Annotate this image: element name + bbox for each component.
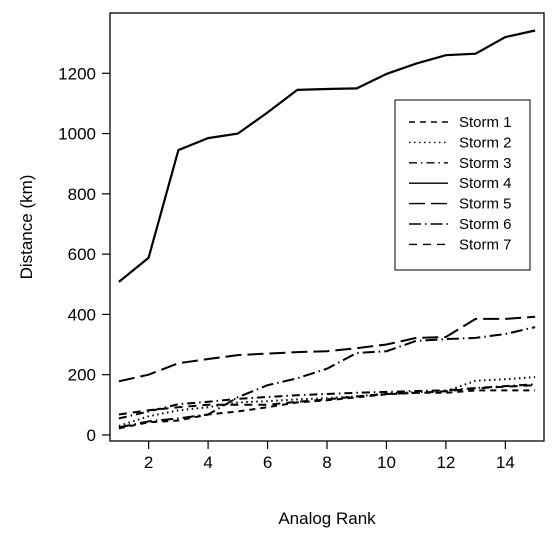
y-tick-label: 1200 [58, 64, 96, 83]
y-tick-label: 600 [68, 245, 96, 264]
x-tick-label: 14 [496, 453, 515, 472]
x-tick-label: 6 [263, 453, 272, 472]
y-tick-label: 1000 [58, 125, 96, 144]
legend-label: Storm 1 [459, 114, 512, 131]
y-tick-label: 400 [68, 305, 96, 324]
legend: Storm 1 Storm 2 Storm 3 Storm 4 Storm 5 Storm… [394, 99, 531, 271]
x-tick-label: 8 [322, 453, 331, 472]
plot-frame [109, 12, 545, 442]
x-tick-label: 4 [203, 453, 212, 472]
series-line-2 [118, 376, 536, 427]
legend-label: Storm 2 [459, 134, 512, 151]
legend-label: Storm 7 [459, 236, 512, 253]
series-lines [118, 29, 536, 430]
series-line-3 [118, 383, 536, 420]
tick-marks: 2 4 6 8 10 12 14 0 200 400 600 800 1000 1200 [58, 64, 515, 472]
series-line-6 [118, 326, 536, 429]
legend-label: Storm 3 [459, 155, 512, 172]
series-line-4 [118, 29, 536, 283]
y-axis-label: Distance (km) [17, 175, 36, 280]
series-line-1 [118, 389, 536, 430]
x-tick-label: 12 [436, 453, 455, 472]
legend-label: Storm 6 [459, 216, 512, 233]
y-tick-label: 0 [87, 426, 96, 445]
y-tick-label: 200 [68, 366, 96, 385]
x-tick-label: 2 [144, 453, 153, 472]
legend-label: Storm 4 [459, 175, 512, 192]
legend-label: Storm 5 [459, 196, 512, 213]
x-tick-label: 10 [377, 453, 396, 472]
y-tick-label: 800 [68, 185, 96, 204]
legend-box [394, 99, 531, 271]
series-line-5 [118, 315, 536, 383]
x-axis-label: Analog Rank [278, 509, 376, 528]
